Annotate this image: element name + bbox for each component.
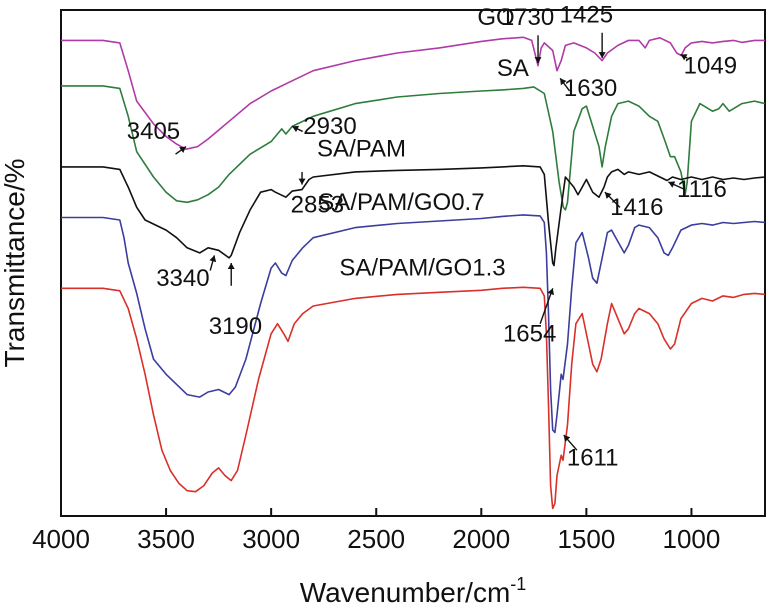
peak-label: 1654 — [503, 320, 556, 347]
peak-arrow-head — [534, 57, 542, 64]
series-line-sa-pam-go1-3 — [61, 286, 766, 510]
series-line-go — [61, 36, 765, 150]
x-axis-ticks: 4000 3500 3000 2500 2000 1500 1000 — [32, 508, 720, 554]
series-label: SA/PAM — [317, 136, 406, 163]
peak-label: 3405 — [127, 118, 180, 145]
peak-arrow-head — [298, 178, 306, 185]
peak-arrow-head — [547, 288, 555, 296]
peak-arrow-head — [604, 192, 612, 199]
series-labels: GO SA SA/PAM SA/PAM/GO0.7 SA/PAM/GO1.3 — [317, 4, 529, 281]
x-tick-label: 1000 — [663, 524, 721, 554]
peak-arrow-head — [563, 435, 571, 442]
peak-label: 1049 — [684, 52, 737, 79]
peak-label: 3190 — [209, 313, 262, 340]
x-tick-label: 1500 — [557, 524, 615, 554]
peak-label: 1116 — [677, 176, 727, 203]
series-label: GO — [477, 4, 514, 31]
peak-arrow-head — [560, 78, 567, 86]
peak-label: 1730 — [501, 4, 554, 31]
peak-arrow-shaft — [539, 288, 554, 324]
peak-arrow-head — [680, 54, 688, 61]
x-axis-title-superscript: -1 — [510, 574, 526, 594]
series-label: SA — [497, 55, 529, 82]
peak-label: 1630 — [564, 75, 617, 102]
x-tick-label: 2500 — [347, 524, 405, 554]
peak-label: 2930 — [303, 113, 356, 140]
x-axis-title: Wavenumber/cm-1 — [300, 574, 527, 608]
spectra-series — [61, 36, 766, 510]
x-tick-label: 3500 — [137, 524, 195, 554]
plot-frame — [60, 9, 766, 517]
series-label: SA/PAM/GO1.3 — [339, 255, 505, 282]
peak-arrow-head — [292, 125, 300, 133]
peak-arrow-head — [179, 146, 187, 153]
series-line-sa-pam-go0-7 — [61, 214, 766, 434]
x-tick-label: 3000 — [242, 524, 300, 554]
peak-arrow-head — [227, 263, 235, 269]
peak-arrow-head — [209, 255, 217, 263]
peak-label: 1416 — [610, 194, 663, 221]
peak-label: 2853 — [291, 191, 344, 218]
peak-annotations: 1730 1425 1049 1630 3405 2930 2853 1416 1116 3340… — [127, 2, 737, 472]
peak-arrow-head — [598, 52, 606, 59]
peak-label: 1425 — [560, 2, 613, 29]
series-line-sa — [61, 85, 766, 211]
series-label: SA/PAM/GO0.7 — [318, 189, 484, 216]
x-tick-label: 4000 — [32, 524, 90, 554]
series-line-sa-pam — [61, 165, 766, 267]
x-tick-label: 2000 — [452, 524, 510, 554]
peak-label: 3340 — [156, 265, 209, 292]
y-axis-title: Transmittance/% — [0, 158, 30, 367]
peak-arrow-head — [668, 181, 676, 188]
